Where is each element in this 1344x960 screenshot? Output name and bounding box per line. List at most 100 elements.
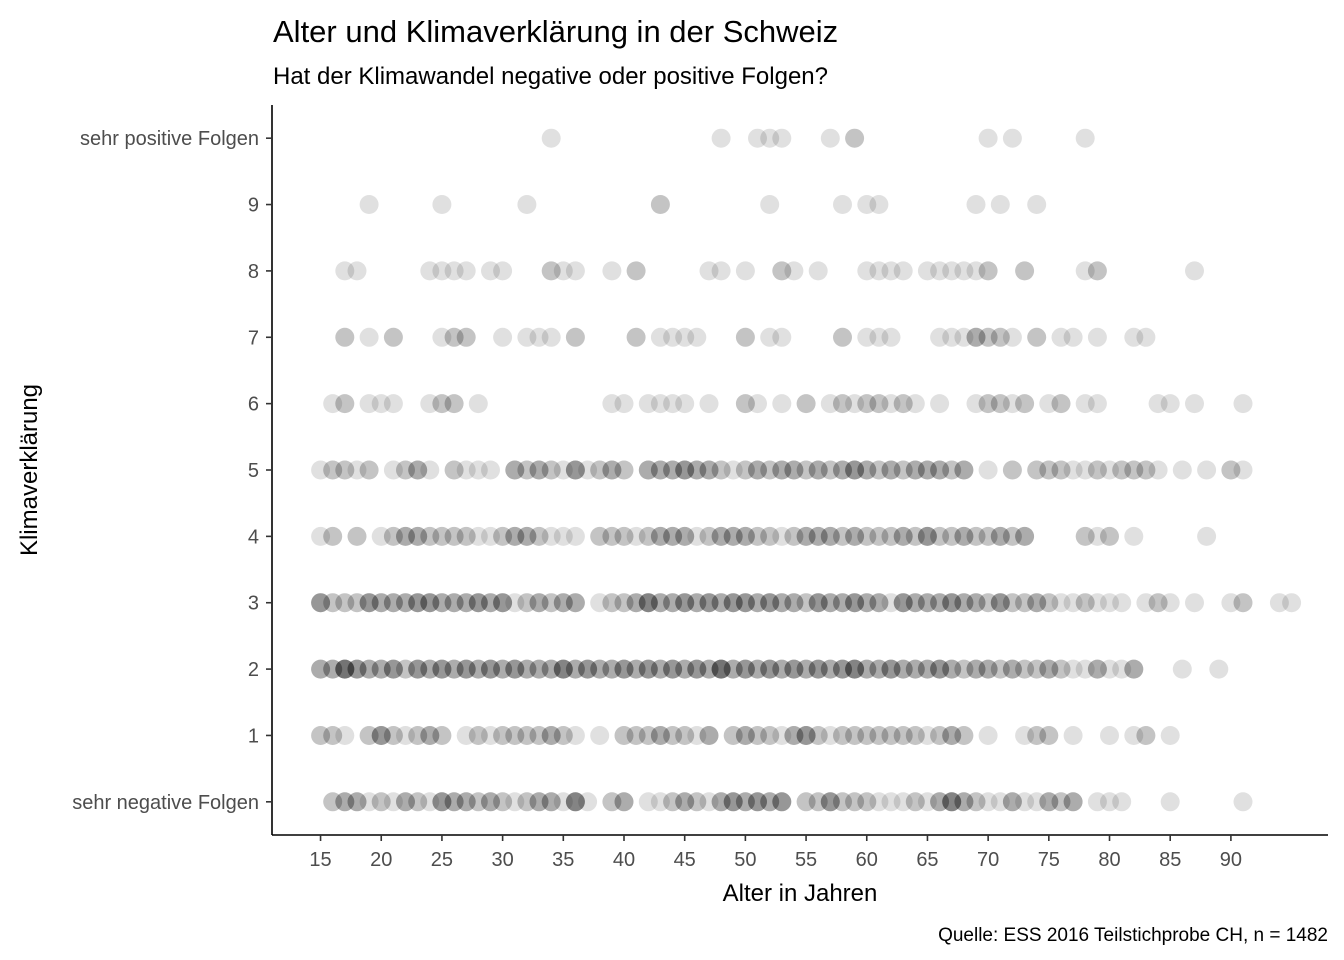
data-point	[833, 792, 852, 812]
data-point	[808, 659, 828, 679]
data-point	[723, 659, 743, 679]
data-point	[784, 593, 804, 613]
data-point	[602, 460, 622, 480]
data-point	[796, 726, 816, 745]
data-point	[808, 792, 828, 812]
data-point	[711, 526, 731, 546]
data-point	[893, 659, 913, 679]
data-point	[1039, 659, 1059, 679]
data-point	[1063, 460, 1083, 480]
data-point	[735, 792, 755, 812]
data-point	[978, 593, 998, 613]
data-point	[699, 394, 719, 414]
data-point	[565, 659, 585, 679]
data-point	[529, 460, 549, 480]
data-point	[383, 792, 403, 812]
data-point	[505, 792, 525, 812]
data-point	[444, 526, 464, 546]
data-point	[468, 659, 488, 679]
data-point	[942, 726, 962, 745]
data-point	[602, 394, 622, 414]
data-point	[493, 526, 513, 546]
data-point	[444, 593, 464, 613]
data-point	[857, 394, 877, 414]
data-point	[359, 460, 379, 480]
data-point	[432, 792, 452, 812]
data-point	[1124, 460, 1144, 480]
data-point	[942, 593, 962, 613]
data-point	[468, 394, 488, 414]
data-point	[420, 526, 440, 546]
x-tick-label: 80	[1098, 849, 1120, 871]
data-point	[650, 593, 670, 613]
data-point	[808, 659, 828, 679]
data-point	[833, 394, 852, 414]
data-point	[723, 593, 743, 613]
data-point	[772, 792, 792, 812]
data-point	[966, 394, 986, 414]
data-point	[1027, 726, 1047, 745]
data-point	[687, 593, 707, 613]
data-point	[1002, 659, 1022, 679]
data-point	[748, 128, 767, 148]
data-point	[857, 460, 877, 480]
data-point	[881, 659, 901, 679]
data-point	[371, 726, 391, 745]
data-point	[990, 593, 1010, 613]
data-point	[1002, 792, 1022, 812]
data-point	[323, 460, 343, 480]
data-point	[772, 460, 792, 480]
data-point	[1075, 593, 1095, 613]
data-point	[990, 792, 1010, 812]
data-point	[893, 593, 913, 613]
data-point	[517, 460, 537, 480]
data-point	[505, 593, 525, 613]
data-point	[833, 659, 852, 679]
data-point	[1160, 792, 1180, 812]
data-point	[820, 659, 840, 679]
data-point	[857, 593, 877, 613]
data-point	[493, 792, 513, 812]
data-point	[735, 394, 755, 414]
data-point	[553, 726, 573, 745]
data-point	[638, 526, 658, 546]
data-point	[699, 460, 719, 480]
data-point	[748, 792, 767, 812]
data-point	[893, 726, 913, 745]
data-point	[638, 659, 658, 679]
data-point	[432, 659, 452, 679]
data-point	[359, 593, 379, 613]
data-point	[517, 593, 537, 613]
data-point	[711, 460, 731, 480]
data-point	[517, 726, 537, 745]
data-point	[772, 792, 792, 812]
x-tick-label: 90	[1220, 849, 1242, 871]
data-point	[772, 394, 792, 414]
data-point	[602, 460, 622, 480]
data-point	[614, 460, 634, 480]
data-point	[371, 659, 391, 679]
data-point	[735, 327, 755, 347]
data-point	[614, 659, 634, 679]
data-point	[881, 526, 901, 546]
data-point	[723, 593, 743, 613]
data-point	[796, 659, 816, 679]
data-point	[723, 726, 743, 745]
data-point	[323, 659, 343, 679]
data-point	[408, 659, 428, 679]
data-point	[857, 659, 877, 679]
data-point	[602, 526, 622, 546]
data-point	[930, 726, 950, 745]
data-point	[565, 792, 585, 812]
data-point	[760, 792, 780, 812]
data-point	[347, 659, 367, 679]
data-point	[323, 526, 343, 546]
data-point	[748, 792, 767, 812]
x-tick-label: 35	[552, 849, 574, 871]
data-point	[833, 526, 852, 546]
data-point	[663, 460, 683, 480]
data-point	[796, 394, 816, 414]
data-point	[699, 593, 719, 613]
data-point	[1233, 394, 1253, 414]
data-point	[942, 460, 962, 480]
